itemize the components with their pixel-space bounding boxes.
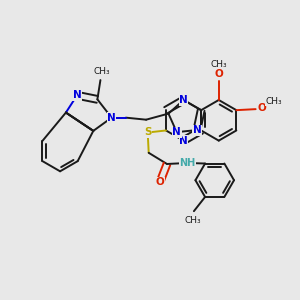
Text: N: N xyxy=(73,90,81,100)
Text: CH₃: CH₃ xyxy=(210,60,227,69)
Text: NH: NH xyxy=(179,158,195,168)
Text: O: O xyxy=(214,69,223,79)
Text: N: N xyxy=(179,136,188,146)
Text: CH₃: CH₃ xyxy=(184,216,201,225)
Text: N: N xyxy=(193,125,201,135)
Text: S: S xyxy=(144,128,152,137)
Text: O: O xyxy=(155,177,164,187)
Text: N: N xyxy=(172,127,181,137)
Text: N: N xyxy=(107,113,116,123)
Text: CH₃: CH₃ xyxy=(266,97,282,106)
Text: O: O xyxy=(257,103,266,113)
Text: N: N xyxy=(179,95,188,105)
Text: CH₃: CH₃ xyxy=(94,67,110,76)
